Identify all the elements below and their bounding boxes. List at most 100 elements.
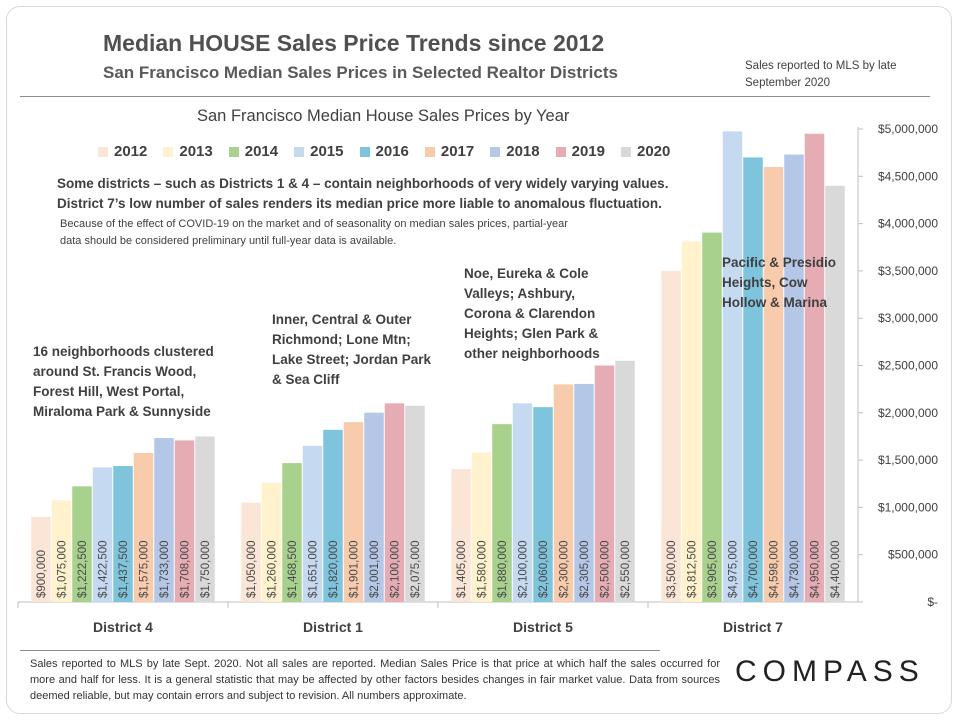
bar xyxy=(681,241,702,602)
bar-value-label: $3,905,000 xyxy=(707,540,719,598)
district5-description: Noe, Eureka & Cole Valleys; Ashbury, Cor… xyxy=(464,266,600,361)
legend-swatch xyxy=(424,146,435,157)
bar-value-label: $1,580,000 xyxy=(477,540,489,598)
bar xyxy=(722,131,743,603)
bar-value-label: $1,651,000 xyxy=(308,540,320,598)
bar xyxy=(574,383,594,602)
bar-value-label: $4,598,000 xyxy=(769,540,781,598)
bar-value-label: $900,000 xyxy=(36,550,48,598)
legend-label: 2019 xyxy=(571,143,605,160)
bar xyxy=(154,438,174,602)
legend-swatch xyxy=(98,146,108,157)
bar-value-label: $2,100,000 xyxy=(518,540,530,598)
bar xyxy=(804,133,825,603)
bar xyxy=(302,445,323,602)
bar xyxy=(174,440,195,602)
bar xyxy=(364,412,384,602)
x-category-label: District 1 xyxy=(303,619,363,635)
legend-label: 2016 xyxy=(375,143,409,160)
bar xyxy=(763,167,784,602)
legend-item: 2013 xyxy=(163,143,213,160)
bar xyxy=(31,516,51,602)
bar-value-label: $4,700,000 xyxy=(748,540,760,598)
bar xyxy=(405,405,425,602)
bar-value-label: $2,550,000 xyxy=(620,540,632,598)
bar-value-label: $4,400,000 xyxy=(830,540,842,598)
legend-swatch xyxy=(163,146,174,157)
x-category-label: District 7 xyxy=(723,619,783,635)
chart-legend: 2012 2013 2014 2015 2016 2017 2018 2019 2020 xyxy=(98,143,686,160)
y-tick-label: $2,000,000 xyxy=(878,406,938,420)
legend-swatch xyxy=(490,146,501,157)
y-tick-label: $3,000,000 xyxy=(878,311,938,325)
legend-label: 2018 xyxy=(506,143,540,160)
page-subtitle: San Francisco Median Sales Prices in Sel… xyxy=(103,63,618,82)
compass-logo: COMPASS xyxy=(735,655,925,688)
bar-value-label: $1,820,000 xyxy=(328,540,340,598)
bar xyxy=(702,232,722,602)
bar-value-label: $1,901,000 xyxy=(349,540,361,598)
legend-label: 2015 xyxy=(310,143,344,160)
bar-value-label: $4,950,000 xyxy=(810,540,822,598)
bar xyxy=(594,365,615,602)
bar xyxy=(92,467,113,602)
chart-title: San Francisco Median House Sales Prices … xyxy=(197,107,570,125)
legend-swatch xyxy=(228,146,239,157)
bar xyxy=(451,469,471,602)
header-divider xyxy=(20,96,930,97)
bar xyxy=(51,500,72,602)
legend-item: 2016 xyxy=(359,143,409,160)
legend-item: 2015 xyxy=(294,143,344,160)
mls-note: Sales reported to MLS by late September … xyxy=(745,60,897,89)
bar-value-label: $1,050,000 xyxy=(246,540,258,598)
bar-value-label: $1,260,000 xyxy=(267,540,279,598)
legend-swatch xyxy=(294,146,305,157)
bar-value-label: $2,075,000 xyxy=(410,540,422,598)
bar-value-label: $2,001,000 xyxy=(369,540,381,598)
districts-note: Some districts – such as Districts 1 & 4… xyxy=(57,176,669,211)
bar-value-label: $1,222,500 xyxy=(77,540,89,598)
bar-value-label: $1,575,000 xyxy=(139,540,151,598)
bar-value-label: $1,708,000 xyxy=(180,540,192,598)
district7-description: Pacific & Presidio Heights, Cow Hollow &… xyxy=(722,255,837,310)
bar xyxy=(343,422,364,602)
bar xyxy=(72,486,92,602)
legend-label: 2020 xyxy=(637,143,671,160)
legend-item: 2018 xyxy=(490,143,540,160)
bar xyxy=(133,453,154,602)
bar-value-label: $2,305,000 xyxy=(579,540,591,598)
bar xyxy=(661,270,681,602)
x-category-label: District 5 xyxy=(513,619,573,635)
legend-label: 2013 xyxy=(179,143,213,160)
bar xyxy=(512,403,533,602)
legend-label: 2014 xyxy=(244,143,279,160)
bar xyxy=(743,157,763,602)
x-category-label: District 4 xyxy=(93,619,153,635)
bar xyxy=(615,360,635,602)
bar-value-label: $1,880,000 xyxy=(497,540,509,598)
district1-description: Inner, Central & Outer Richmond; Lone Mt… xyxy=(272,312,432,387)
bar-value-label: $2,500,000 xyxy=(600,540,612,598)
bar xyxy=(113,466,133,602)
bar xyxy=(471,452,492,602)
bar xyxy=(195,436,215,602)
bar xyxy=(825,185,845,602)
bar xyxy=(282,463,302,602)
bar-value-label: $4,975,000 xyxy=(728,540,740,598)
y-tick-label: $1,500,000 xyxy=(878,453,938,467)
legend-item: 2017 xyxy=(424,143,474,160)
bar xyxy=(533,407,553,602)
legend-item: 2020 xyxy=(621,143,670,160)
y-tick-label: $500,000 xyxy=(888,548,938,562)
y-tick-label: $4,000,000 xyxy=(878,217,938,231)
district4-description: 16 neighborhoods clustered around St. Fr… xyxy=(33,344,214,419)
legend-swatch xyxy=(621,146,631,157)
legend-label: 2012 xyxy=(114,143,148,160)
bar-value-label: $1,422,500 xyxy=(98,540,110,598)
bar-value-label: $1,468,500 xyxy=(287,540,299,598)
bar xyxy=(241,502,261,602)
bar-value-label: $1,750,000 xyxy=(200,540,212,598)
bar-value-label: $3,500,000 xyxy=(666,540,678,598)
legend-item: 2012 xyxy=(98,143,147,160)
